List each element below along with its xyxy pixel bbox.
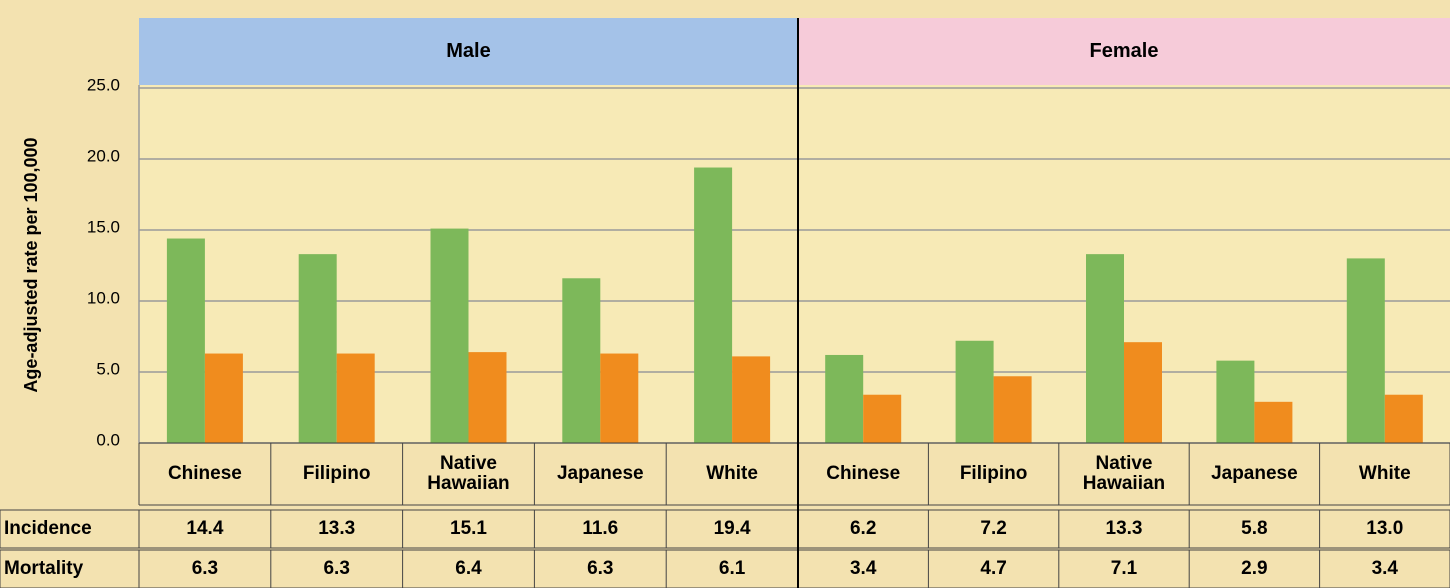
- bar: [1346, 258, 1385, 443]
- data-label: 7.1: [1110, 558, 1138, 579]
- data-label: 13.3: [1105, 518, 1143, 539]
- x-tick-label: Filipino: [302, 463, 371, 484]
- bar: [1086, 254, 1124, 443]
- row-label: Incidence: [4, 518, 92, 539]
- bar: [863, 394, 902, 443]
- y-axis-title: Age-adjusted rate per 100,000: [21, 137, 41, 392]
- data-label: 5.8: [1241, 518, 1268, 539]
- bar: [1254, 401, 1293, 443]
- y-tick-label: 5.0: [96, 359, 120, 378]
- bar: [1216, 360, 1255, 443]
- data-label: 3.4: [1371, 558, 1398, 579]
- y-tick-label: 0.0: [96, 430, 120, 449]
- data-label: 2.9: [1241, 558, 1268, 579]
- data-label: 6.3: [587, 558, 614, 579]
- data-label: 11.6: [582, 518, 619, 539]
- y-tick-label: 10.0: [87, 288, 120, 307]
- data-label: 14.4: [186, 518, 224, 539]
- y-tick-label: 15.0: [87, 217, 120, 236]
- row-label: Mortality: [4, 558, 84, 579]
- bar: [562, 278, 601, 443]
- data-label: 6.3: [323, 558, 350, 579]
- data-label: 13.3: [318, 518, 356, 539]
- data-label: 6.1: [718, 558, 746, 579]
- bar: [825, 354, 864, 443]
- data-label: 4.7: [980, 558, 1007, 579]
- group-label: Male: [446, 40, 490, 62]
- bar: [732, 356, 771, 443]
- data-label: 19.4: [713, 518, 751, 539]
- y-tick-label: 20.0: [87, 146, 120, 165]
- bar: [955, 340, 994, 443]
- data-label: 6.3: [191, 558, 219, 579]
- y-tick-label: 25.0: [87, 75, 120, 94]
- group-label: Female: [1090, 40, 1159, 62]
- group-header: [798, 18, 1450, 85]
- bar: [204, 353, 243, 443]
- bar: [298, 254, 337, 443]
- x-tick-label: White: [706, 463, 758, 484]
- bar: [993, 376, 1032, 443]
- data-label: 15.1: [450, 518, 487, 539]
- bar: [166, 238, 205, 443]
- data-label: 6.4: [455, 558, 482, 579]
- bar: [336, 353, 375, 443]
- group-header: [139, 18, 798, 85]
- x-tick-label: Chinese: [826, 463, 901, 484]
- bar: [1124, 342, 1162, 443]
- data-label: 7.2: [980, 518, 1007, 539]
- x-tick-label: Japanese: [556, 463, 644, 484]
- bar: [694, 167, 733, 443]
- bar: [600, 353, 639, 443]
- x-tick-label: Japanese: [1211, 463, 1298, 484]
- data-label: 6.2: [849, 518, 877, 539]
- x-tick-label: Native Hawaiian: [1082, 453, 1166, 494]
- data-label: 3.4: [849, 558, 877, 579]
- x-tick-label: White: [1358, 463, 1411, 484]
- x-tick-label: Filipino: [959, 463, 1028, 484]
- data-label: 13.0: [1366, 518, 1404, 539]
- bar: [430, 228, 469, 443]
- bar: [468, 352, 507, 443]
- x-tick-label: Chinese: [167, 463, 242, 484]
- bar: [1384, 394, 1423, 443]
- x-tick-label: Native Hawaiian: [427, 453, 510, 494]
